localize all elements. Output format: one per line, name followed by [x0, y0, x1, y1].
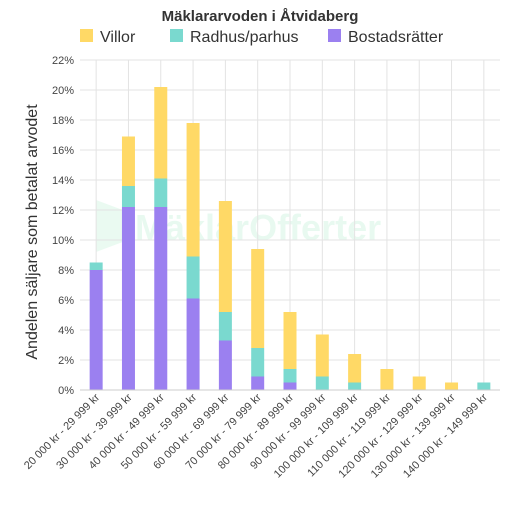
- bar-segment[interactable]: [121, 136, 135, 187]
- chart-title: Mäklararvoden i Åtvidaberg: [162, 8, 359, 25]
- bar-segment[interactable]: [218, 201, 232, 312]
- legend-label: Villor: [100, 29, 136, 46]
- legend-item[interactable]: Villor: [80, 29, 136, 46]
- y-axis-ticks: 0% 2% 4% 6% 8% 10% 12% 14% 16% 18% 20% 22%: [52, 55, 74, 397]
- legend-item[interactable]: Radhus/parhus: [170, 29, 299, 46]
- bar-segment[interactable]: [89, 270, 103, 390]
- bar-segment[interactable]: [121, 207, 135, 390]
- legend-label: Bostadsrätter: [348, 29, 444, 46]
- bar-segment[interactable]: [412, 376, 426, 391]
- bar-segment[interactable]: [218, 340, 232, 391]
- bar-segment[interactable]: [121, 186, 135, 207]
- y-axis-label: Andelen säljare som betalat arvodet: [24, 104, 41, 360]
- bar-segment[interactable]: [186, 298, 200, 391]
- y-tick-label: 4%: [58, 325, 74, 337]
- bar-segment[interactable]: [283, 312, 297, 369]
- y-tick-label: 0%: [58, 385, 74, 397]
- y-tick-label: 20%: [52, 85, 74, 97]
- bar-segment[interactable]: [348, 354, 362, 383]
- legend: Villor Radhus/parhus Bostadsrätter: [80, 29, 444, 46]
- bar-segment[interactable]: [348, 382, 362, 391]
- bar-segment[interactable]: [315, 334, 329, 377]
- bar-segment[interactable]: [283, 382, 297, 391]
- bar-segment[interactable]: [154, 178, 168, 208]
- legend-swatch: [328, 29, 341, 42]
- y-tick-label: 2%: [58, 355, 74, 367]
- bar-segment[interactable]: [380, 369, 394, 390]
- y-tick-label: 18%: [52, 115, 74, 127]
- y-tick-label: 14%: [52, 175, 74, 187]
- bar-segment[interactable]: [154, 207, 168, 390]
- bar-segment[interactable]: [154, 87, 168, 179]
- bar-segment[interactable]: [218, 312, 232, 341]
- bar-segment[interactable]: [251, 376, 265, 391]
- y-tick-label: 6%: [58, 295, 74, 307]
- legend-label: Radhus/parhus: [190, 29, 299, 46]
- legend-swatch: [80, 29, 93, 42]
- legend-swatch: [170, 29, 183, 42]
- y-tick-label: 10%: [52, 235, 74, 247]
- bars: [89, 87, 491, 391]
- bar-segment[interactable]: [315, 376, 329, 391]
- watermark: MäklarOfferter: [96, 200, 381, 252]
- y-tick-label: 16%: [52, 145, 74, 157]
- bar-segment[interactable]: [251, 249, 265, 348]
- bar-segment[interactable]: [89, 262, 103, 271]
- bar-segment[interactable]: [445, 382, 459, 391]
- watermark-logo-icon: [96, 200, 128, 252]
- bar-segment[interactable]: [186, 256, 200, 299]
- bar-segment[interactable]: [283, 369, 297, 383]
- y-tick-label: 12%: [52, 205, 74, 217]
- bar-segment[interactable]: [186, 123, 200, 257]
- y-tick-label: 22%: [52, 55, 74, 67]
- bar-segment[interactable]: [251, 348, 265, 377]
- y-tick-label: 8%: [58, 265, 74, 277]
- bar-segment[interactable]: [477, 382, 491, 391]
- legend-item[interactable]: Bostadsrätter: [328, 29, 444, 46]
